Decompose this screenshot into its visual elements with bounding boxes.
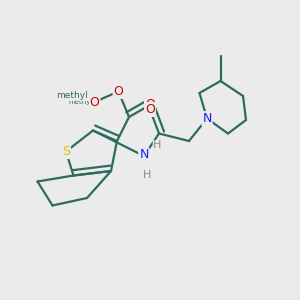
Text: O: O [145, 98, 155, 112]
Text: H: H [143, 170, 151, 181]
Text: N: N [202, 112, 212, 125]
Text: O: O [90, 95, 99, 109]
Text: O: O [114, 85, 123, 98]
Text: O: O [145, 103, 155, 116]
Text: H: H [153, 140, 162, 151]
Text: N: N [139, 149, 149, 163]
Text: methyl: methyl [56, 92, 88, 100]
Text: methyl: methyl [69, 99, 93, 105]
Text: N: N [139, 148, 149, 161]
Text: O: O [90, 95, 99, 109]
Text: S: S [62, 145, 70, 158]
